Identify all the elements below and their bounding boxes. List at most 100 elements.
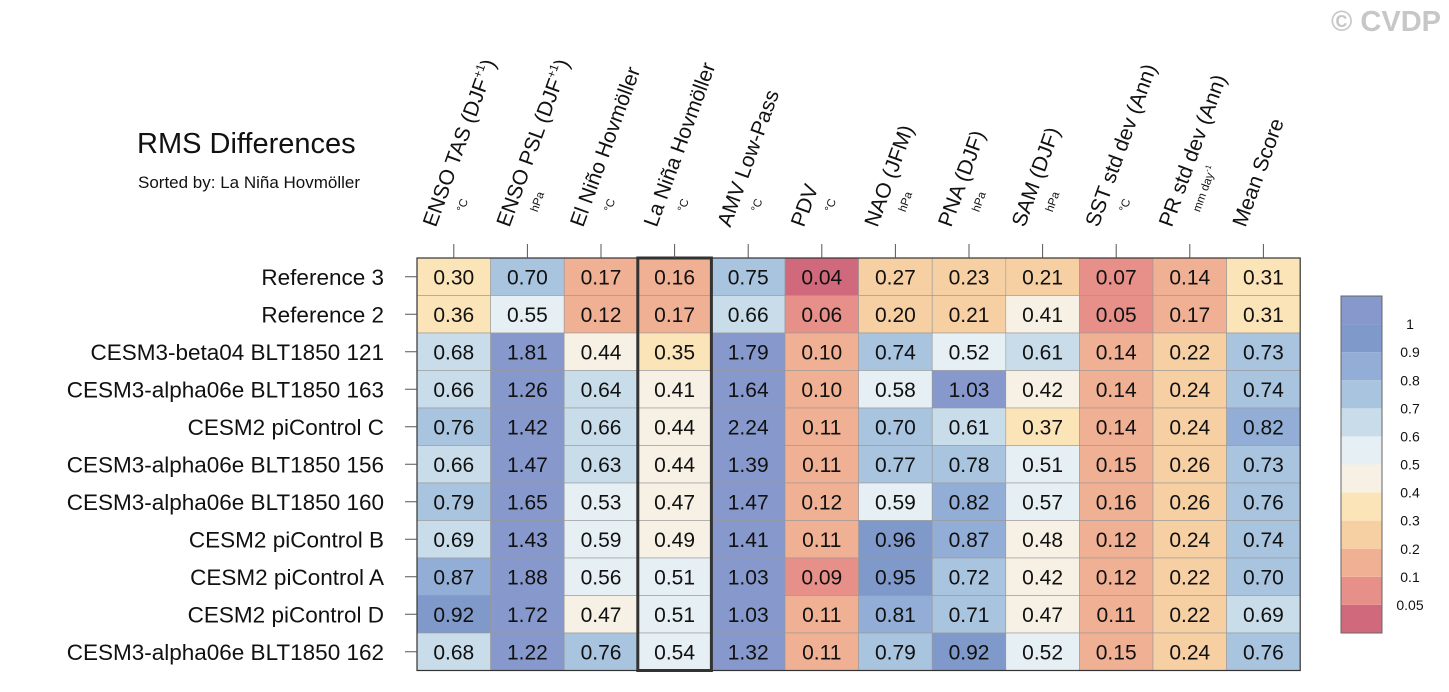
cell-value-label: 0.11 bbox=[1097, 604, 1136, 627]
heatmap-cell bbox=[784, 632, 859, 671]
cell-value-label: 0.87 bbox=[949, 529, 990, 552]
cell-value-label: 0.56 bbox=[581, 566, 622, 589]
column-units: °C bbox=[676, 197, 692, 213]
column-units-text: hPa bbox=[529, 190, 547, 214]
column-label-text: NAO (JFM) bbox=[860, 122, 918, 230]
cell-value-label: 0.23 bbox=[949, 266, 990, 289]
heatmap-cell bbox=[490, 632, 565, 671]
heatmap-cell bbox=[1005, 370, 1080, 409]
row-label: CESM3-alpha06e BLT1850 156 bbox=[67, 452, 384, 477]
cell-value-label: 0.66 bbox=[433, 379, 474, 402]
cell-value-label: 0.15 bbox=[1096, 454, 1137, 477]
cell-value-label: 0.11 bbox=[802, 641, 841, 664]
row-label: CESM2 piControl C bbox=[188, 415, 384, 440]
heatmap-cell bbox=[711, 482, 786, 521]
heatmap-cell bbox=[931, 407, 1007, 446]
cell-value-label: 0.87 bbox=[433, 566, 474, 589]
heatmap-cell bbox=[1005, 520, 1080, 559]
cell-value-label: 0.11 bbox=[802, 529, 841, 552]
cell-value-label: 0.26 bbox=[1169, 454, 1210, 477]
cell-value-label: 0.10 bbox=[801, 341, 842, 364]
heatmap-cell bbox=[931, 257, 1007, 296]
heatmap-cell bbox=[858, 520, 933, 559]
cell-value-label: 0.17 bbox=[581, 266, 622, 289]
colorbar-segment bbox=[1341, 296, 1382, 325]
cell-value-label: 0.66 bbox=[433, 454, 474, 477]
heatmap-cell bbox=[563, 370, 639, 409]
cell-value-label: 0.30 bbox=[433, 266, 474, 289]
heatmap-cell bbox=[1152, 632, 1227, 671]
column-units: °C bbox=[750, 197, 766, 213]
column-units-text: °C bbox=[823, 197, 839, 213]
cell-value-label: 1.43 bbox=[507, 529, 548, 552]
cell-value-label: 1.47 bbox=[507, 454, 548, 477]
column-units-text: hPa bbox=[1044, 190, 1062, 214]
cell-value-label: 0.05 bbox=[1096, 304, 1137, 327]
cell-value-label: 0.22 bbox=[1169, 341, 1210, 364]
cell-value-label: 1.79 bbox=[728, 341, 769, 364]
heatmap-cell bbox=[1079, 332, 1154, 371]
row-label: CESM2 piControl B bbox=[189, 527, 384, 552]
cell-value-label: 0.12 bbox=[1096, 566, 1137, 589]
cell-value-label: 0.51 bbox=[654, 566, 695, 589]
cell-value-label: 0.12 bbox=[801, 491, 842, 514]
colorbar-frame bbox=[1340, 295, 1383, 634]
column-units-text: °C bbox=[455, 197, 471, 213]
heatmap-cell bbox=[711, 595, 786, 634]
cell-value-label: 0.58 bbox=[875, 379, 916, 402]
cell-value-label: 0.35 bbox=[654, 341, 695, 364]
cell-value-label: 0.24 bbox=[1169, 416, 1210, 439]
cell-value-label: 0.24 bbox=[1169, 379, 1210, 402]
colorbar-segment bbox=[1341, 324, 1382, 353]
heatmap-cell bbox=[637, 595, 712, 634]
column-units-text: hPa bbox=[897, 190, 915, 214]
colorbar-tick-label: 0.5 bbox=[1400, 457, 1420, 473]
heatmap-cell bbox=[931, 557, 1007, 596]
cell-value-label: 0.44 bbox=[654, 416, 695, 439]
colorbar-segment bbox=[1341, 352, 1382, 381]
cell-value-label: 0.59 bbox=[581, 529, 622, 552]
cell-value-label: 0.37 bbox=[1022, 416, 1063, 439]
cell-value-label: 1.65 bbox=[507, 491, 548, 514]
column-units-text: °C bbox=[676, 197, 692, 213]
row-label: Reference 2 bbox=[261, 302, 384, 327]
row-label: CESM3-beta04 BLT1850 121 bbox=[90, 340, 384, 365]
cell-value-label: 0.66 bbox=[728, 304, 769, 327]
cell-value-label: 0.36 bbox=[433, 304, 474, 327]
column-label: PDV bbox=[787, 181, 823, 229]
heatmap-cell bbox=[637, 332, 712, 371]
heatmap-cell bbox=[1079, 370, 1154, 409]
cell-value-label: 2.24 bbox=[728, 416, 769, 439]
cell-value-label: 0.82 bbox=[949, 491, 990, 514]
heatmap-cell bbox=[931, 482, 1007, 521]
colorbar-tick-label: 0.2 bbox=[1400, 541, 1420, 557]
cell-value-label: 0.31 bbox=[1243, 304, 1284, 327]
cell-value-label: 0.14 bbox=[1096, 379, 1137, 402]
cell-value-label: 0.59 bbox=[875, 491, 916, 514]
row-label: CESM3-alpha06e BLT1850 162 bbox=[67, 640, 384, 665]
cell-value-label: 0.77 bbox=[875, 454, 916, 477]
heatmap-cell bbox=[858, 595, 933, 634]
heatmap-cell bbox=[711, 445, 786, 484]
row-label: CESM2 piControl D bbox=[188, 602, 384, 627]
row-label: Reference 3 bbox=[261, 265, 384, 290]
cell-value-label: 0.20 bbox=[875, 304, 916, 327]
heatmap-cell bbox=[490, 257, 565, 296]
heatmap-cell bbox=[1079, 445, 1154, 484]
cell-value-label: 0.16 bbox=[1096, 491, 1137, 514]
cell-value-label: 0.22 bbox=[1169, 566, 1210, 589]
cell-value-label: 0.57 bbox=[1022, 491, 1063, 514]
cell-value-label: 0.68 bbox=[433, 641, 474, 664]
heatmap-cell bbox=[1152, 520, 1227, 559]
cell-value-label: 0.11 bbox=[802, 454, 841, 477]
cell-value-label: 0.75 bbox=[728, 266, 769, 289]
column-label-superscript: +1 bbox=[470, 62, 488, 80]
cell-value-label: 0.72 bbox=[949, 566, 990, 589]
column-units-text: hPa bbox=[970, 190, 988, 214]
cell-value-label: 1.81 bbox=[507, 341, 548, 364]
column-units-text: °C bbox=[750, 197, 766, 213]
heatmap-cell bbox=[784, 482, 859, 521]
cell-value-label: 0.74 bbox=[1243, 529, 1284, 552]
cell-value-label: 0.12 bbox=[1096, 529, 1137, 552]
colorbar-tick-label: 0.9 bbox=[1400, 344, 1420, 360]
